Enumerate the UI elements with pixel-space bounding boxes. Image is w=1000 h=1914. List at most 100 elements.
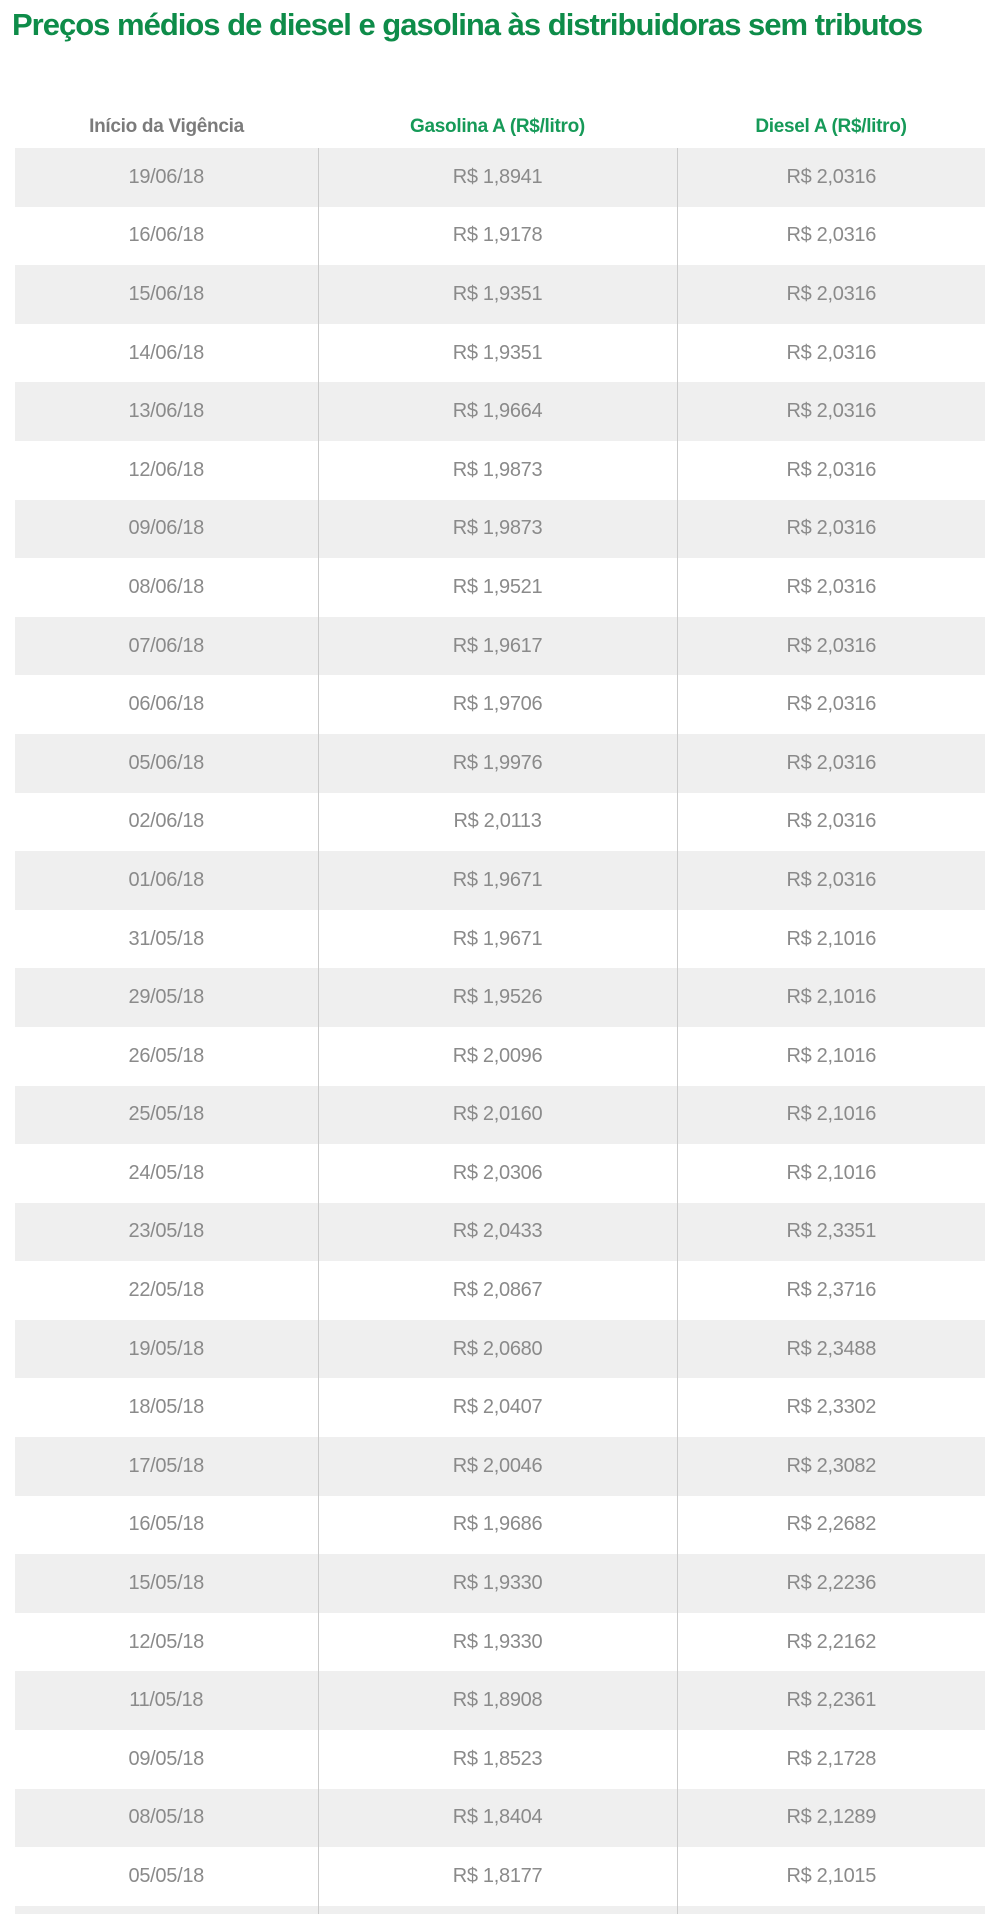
table-row: 16/05/18 R$ 1,9686 R$ 2,2682: [15, 1495, 985, 1555]
cell-gasolina-price: R$ 1,9976: [317, 733, 677, 793]
cell-date: 16/06/18: [15, 206, 318, 266]
cell-gasolina-price: R$ 2,0046: [317, 1437, 677, 1496]
cell-gasolina-price: R$ 2,0113: [317, 792, 677, 852]
fuel-prices-table: Início da Vigência Gasolina A (R$/litro)…: [15, 105, 985, 1914]
cell-gasolina-price: R$ 1,9330: [317, 1554, 677, 1613]
cell-date: 13/06/18: [15, 382, 318, 441]
cell-diesel-price: R$ 2,1016: [676, 1026, 985, 1086]
cell-date: 15/05/18: [15, 1554, 318, 1613]
table-row: 07/06/18 R$ 1,9617 R$ 2,0316: [15, 616, 985, 676]
table-row: 22/05/18 R$ 2,0867 R$ 2,3716: [15, 1261, 985, 1320]
cell-gasolina-price: R$ 1,9873: [317, 499, 677, 559]
table-row: 14/06/18 R$ 1,9351 R$ 2,0316: [15, 323, 985, 383]
table-row: 19/05/18 R$ 2,0680 R$ 2,3488: [15, 1319, 985, 1379]
cell-diesel-price: R$ 2,0316: [676, 558, 985, 617]
table-row: 09/05/18 R$ 1,8523 R$ 2,1728: [15, 1730, 985, 1789]
table-row: 06/06/18 R$ 1,9706 R$ 2,0316: [15, 675, 985, 734]
cell-diesel-price: R$ 2,1016: [676, 909, 985, 969]
cell-gasolina-price: R$ 2,0433: [317, 1202, 677, 1262]
table-row: 15/06/18 R$ 1,9351 R$ 2,0316: [15, 265, 985, 324]
cell-gasolina-price: R$ 1,8404: [317, 1788, 677, 1848]
cell-gasolina-price: R$ 1,8523: [317, 1730, 677, 1789]
cell-gasolina-price: R$ 1,9521: [317, 558, 677, 617]
cell-diesel-price: R$ 2,3302: [676, 1378, 985, 1438]
cell-diesel-price: R$ 2,0316: [676, 440, 985, 500]
cell-diesel-price: R$ 2,0316: [676, 733, 985, 793]
cell-date: 07/06/18: [15, 616, 318, 676]
table-row: 01/06/18 R$ 1,9671 R$ 2,0316: [15, 851, 985, 910]
table-row: 08/05/18 R$ 1,8404 R$ 2,1289: [15, 1788, 985, 1848]
cell-diesel-price: R$ 2,2682: [676, 1495, 985, 1555]
cell-date: 31/05/18: [15, 909, 318, 969]
cell-diesel-price: R$ 2,2361: [676, 1671, 985, 1731]
cell-diesel-price: R$ 2,1015: [676, 1847, 985, 1906]
cell-gasolina-price: R$ 1,9706: [317, 675, 677, 734]
cell-diesel-price: R$ 2,3488: [676, 1319, 985, 1379]
cell-gasolina-price: R$ 1,9351: [317, 265, 677, 324]
cell-date: 14/06/18: [15, 323, 318, 383]
cell-date: 17/05/18: [15, 1437, 318, 1496]
column-header-diesel: Diesel A (R$/litro): [677, 105, 985, 148]
cell-date: 15/06/18: [15, 265, 318, 324]
cell-diesel-price: R$ 2,0316: [676, 499, 985, 559]
column-header-gasolina: Gasolina A (R$/litro): [318, 105, 677, 148]
cell-date: 05/05/18: [15, 1847, 318, 1906]
cell-diesel-price: R$ 2,0316: [676, 851, 985, 910]
table-row-partial: [15, 1905, 985, 1914]
header-row: Início da Vigência Gasolina A (R$/litro)…: [15, 105, 985, 148]
table-body: 19/06/18 R$ 1,8941 R$ 2,0316 16/06/18 R$ 1,9…: [15, 148, 985, 1914]
cell-gasolina-price: R$ 2,0407: [317, 1378, 677, 1438]
page-title: Preços médios de diesel e gasolina às di…: [12, 7, 923, 42]
table-row: 19/06/18 R$ 1,8941 R$ 2,0316: [15, 148, 985, 207]
cell-date: 01/06/18: [15, 851, 318, 910]
cell-date: 12/05/18: [15, 1612, 318, 1672]
cell-gasolina-price: R$ 1,8908: [317, 1671, 677, 1731]
cell-diesel-price: R$ 2,1728: [676, 1730, 985, 1789]
cell-diesel-price: R$ 2,0316: [676, 265, 985, 324]
cell-gasolina-price: R$ 1,9178: [317, 206, 677, 266]
cell-date: 26/05/18: [15, 1026, 318, 1086]
cell-diesel-price: R$ 2,0316: [676, 382, 985, 441]
cell-date: 19/05/18: [15, 1319, 318, 1379]
cell-date: 29/05/18: [15, 968, 318, 1027]
table-cell-empty: [317, 1905, 677, 1914]
table-row: 23/05/18 R$ 2,0433 R$ 2,3351: [15, 1202, 985, 1262]
cell-date: 02/06/18: [15, 792, 318, 852]
table-row: 12/05/18 R$ 1,9330 R$ 2,2162: [15, 1612, 985, 1672]
cell-date: 06/06/18: [15, 675, 318, 734]
cell-date: 09/05/18: [15, 1730, 318, 1789]
table-row: 05/06/18 R$ 1,9976 R$ 2,0316: [15, 733, 985, 793]
table-row: 15/05/18 R$ 1,9330 R$ 2,2236: [15, 1554, 985, 1613]
table-row: 13/06/18 R$ 1,9664 R$ 2,0316: [15, 382, 985, 441]
cell-diesel-price: R$ 2,2236: [676, 1554, 985, 1613]
table-row: 17/05/18 R$ 2,0046 R$ 2,3082: [15, 1437, 985, 1496]
cell-diesel-price: R$ 2,0316: [676, 792, 985, 852]
cell-gasolina-price: R$ 1,9664: [317, 382, 677, 441]
cell-gasolina-price: R$ 1,9671: [317, 851, 677, 910]
cell-diesel-price: R$ 2,3351: [676, 1202, 985, 1262]
cell-date: 05/06/18: [15, 733, 318, 793]
table-cell-empty: [676, 1905, 985, 1914]
table-row: 18/05/18 R$ 2,0407 R$ 2,3302: [15, 1378, 985, 1438]
cell-diesel-price: R$ 2,1289: [676, 1788, 985, 1848]
table-row: 29/05/18 R$ 1,9526 R$ 2,1016: [15, 968, 985, 1027]
cell-date: 19/06/18: [15, 148, 318, 207]
cell-diesel-price: R$ 2,0316: [676, 323, 985, 383]
cell-gasolina-price: R$ 2,0160: [317, 1085, 677, 1145]
table-cell-empty: [15, 1905, 318, 1914]
cell-date: 22/05/18: [15, 1261, 318, 1320]
cell-date: 18/05/18: [15, 1378, 318, 1438]
cell-diesel-price: R$ 2,1016: [676, 1085, 985, 1145]
cell-gasolina-price: R$ 2,0680: [317, 1319, 677, 1379]
cell-diesel-price: R$ 2,1016: [676, 968, 985, 1027]
cell-gasolina-price: R$ 1,9671: [317, 909, 677, 969]
cell-gasolina-price: R$ 1,8177: [317, 1847, 677, 1906]
table-row: 11/05/18 R$ 1,8908 R$ 2,2361: [15, 1671, 985, 1731]
table-row: 31/05/18 R$ 1,9671 R$ 2,1016: [15, 909, 985, 969]
table-row: 05/05/18 R$ 1,8177 R$ 2,1015: [15, 1847, 985, 1906]
cell-date: 08/06/18: [15, 558, 318, 617]
cell-gasolina-price: R$ 1,9686: [317, 1495, 677, 1555]
cell-gasolina-price: R$ 1,8941: [317, 148, 677, 207]
cell-gasolina-price: R$ 1,9526: [317, 968, 677, 1027]
cell-date: 24/05/18: [15, 1144, 318, 1203]
